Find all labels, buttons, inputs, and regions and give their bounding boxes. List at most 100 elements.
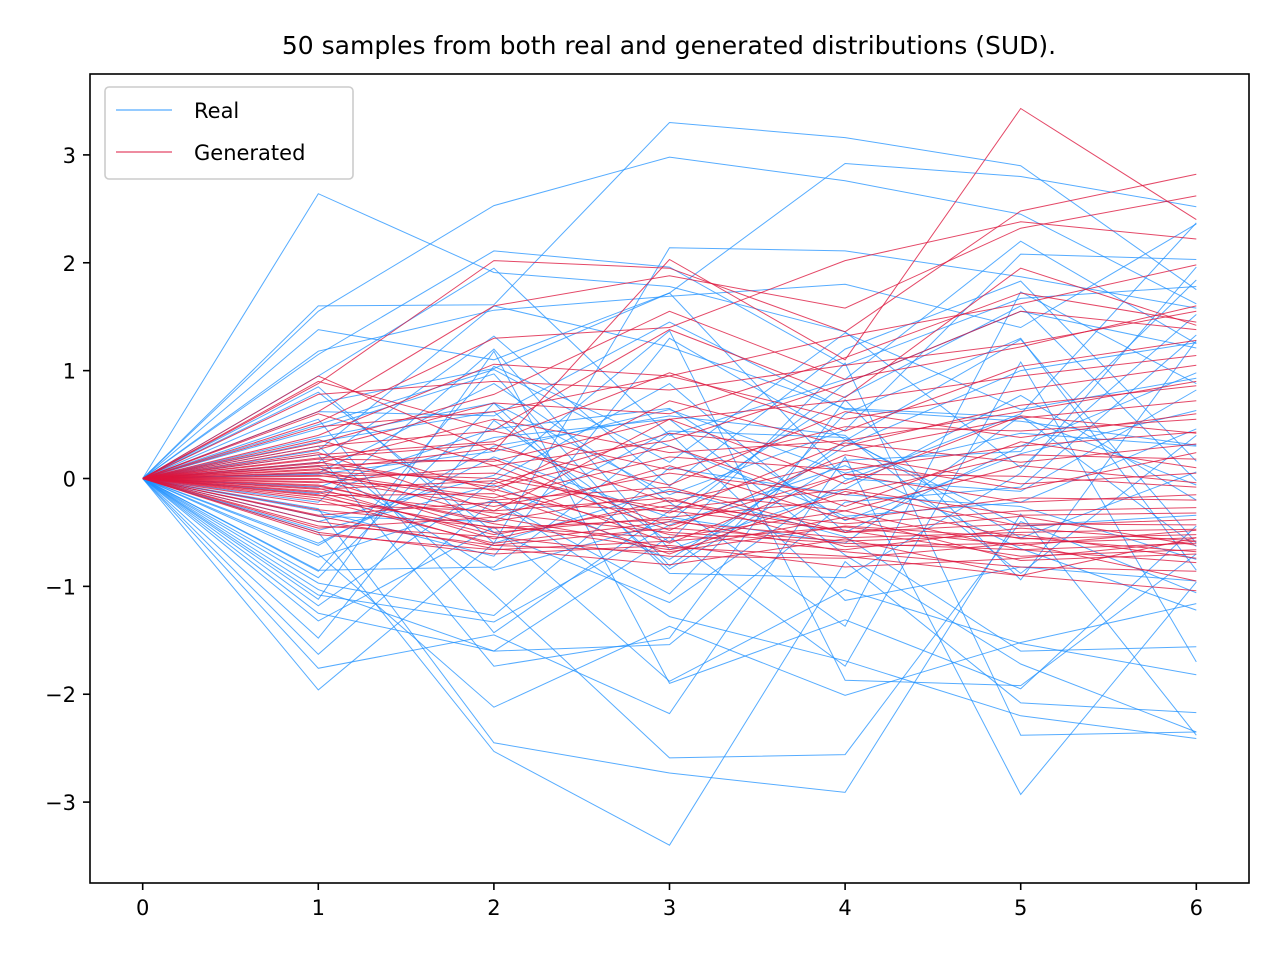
x-tick-label: 1: [312, 896, 325, 920]
real-sample-line-42: [142, 222, 1197, 604]
generated-sample-line-37: [142, 458, 1197, 527]
generated-sample-line-6: [142, 305, 1197, 479]
legend: Real Generated: [104, 86, 354, 180]
generated-sample-line-43: [142, 478, 1197, 562]
x-tick-label: 3: [663, 896, 676, 920]
generated-sample-line-15: [142, 454, 1197, 508]
generated-sample-line-2: [142, 173, 1197, 479]
real-sample-line-23: [142, 467, 1197, 617]
real-sample-line-39: [142, 340, 1197, 667]
generated-sample-line-20: [142, 478, 1197, 555]
real-sample-line-46: [142, 415, 1197, 575]
generated-sample-line-12: [142, 411, 1197, 486]
real-sample-line-35: [142, 478, 1197, 708]
real-sample-line-31: [142, 455, 1197, 796]
generated-sample-line-40: [142, 474, 1197, 533]
generated-sample-line-1: [142, 107, 1197, 479]
x-tick-label: 5: [1014, 896, 1027, 920]
generated-sample-line-30: [142, 310, 1197, 479]
legend-label-generated: Generated: [194, 141, 305, 165]
real-sample-line-22: [142, 266, 1197, 579]
y-tick-label: 2: [63, 252, 76, 276]
generated-sample-line-46: [142, 478, 1197, 553]
generated-sample-line-36: [142, 441, 1197, 508]
real-sample-line-25: [142, 465, 1197, 623]
generated-sample-line-3: [142, 195, 1197, 479]
real-sample-line-26: [142, 350, 1197, 690]
x-tick-label: 6: [1190, 896, 1203, 920]
generated-sample-line-50: [142, 478, 1197, 568]
real-sample-line-3: [142, 156, 1197, 479]
real-sample-line-29: [142, 362, 1197, 736]
real-sample-line-14: [142, 408, 1197, 479]
real-sample-line-12: [142, 305, 1197, 486]
real-sample-line-24: [142, 361, 1197, 667]
real-sample-line-8: [142, 247, 1197, 544]
x-tick-label: 2: [487, 896, 500, 920]
generated-sample-line-42: [142, 478, 1197, 551]
generated-sample-line-45: [142, 478, 1197, 564]
generated-sample-line-35: [142, 443, 1197, 503]
y-tick-label: 0: [63, 468, 76, 492]
real-sample-line-18: [142, 342, 1197, 560]
generated-sample-line-14: [142, 442, 1197, 514]
generated-series-group: [142, 107, 1197, 592]
generated-sample-line-7: [142, 292, 1197, 479]
real-sample-line-1: [142, 193, 1197, 479]
generated-sample-line-47: [142, 478, 1197, 572]
real-sample-line-28: [142, 478, 1197, 682]
generated-sample-line-28: [142, 267, 1197, 479]
x-tick-label: 4: [838, 896, 851, 920]
generated-sample-line-10: [142, 380, 1197, 479]
chart-title: 50 samples from both real and generated …: [282, 31, 1056, 60]
real-sample-line-33: [142, 478, 1197, 846]
generated-sample-line-18: [142, 473, 1197, 544]
generated-sample-line-24: [142, 478, 1197, 557]
real-sample-line-49: [142, 291, 1197, 628]
y-tick-label: −1: [45, 575, 76, 599]
generated-sample-line-25: [142, 478, 1197, 559]
generated-sample-line-27: [142, 478, 1197, 551]
generated-sample-line-29: [142, 310, 1197, 479]
generated-sample-line-4: [142, 221, 1197, 479]
generated-sample-line-38: [142, 465, 1197, 521]
real-sample-line-40: [142, 292, 1197, 492]
real-sample-line-2: [142, 121, 1197, 479]
generated-sample-line-8: [142, 339, 1197, 479]
y-axis: −3 −2 −1 0 1 2 3: [45, 144, 90, 815]
generated-sample-line-39: [142, 471, 1197, 516]
generated-sample-line-41: [142, 478, 1197, 540]
generated-sample-line-13: [142, 431, 1197, 499]
y-tick-label: −2: [45, 683, 76, 707]
generated-sample-line-32: [142, 385, 1197, 492]
y-tick-label: 3: [63, 144, 76, 168]
generated-sample-line-34: [142, 415, 1197, 512]
real-sample-line-15: [142, 407, 1197, 522]
y-tick-label: −3: [45, 791, 76, 815]
generated-sample-line-21: [142, 478, 1197, 544]
real-sample-line-47: [142, 279, 1197, 570]
real-sample-line-27: [142, 334, 1197, 652]
real-sample-line-5: [142, 223, 1197, 479]
generated-sample-line-16: [142, 454, 1197, 531]
generated-sample-line-44: [142, 478, 1197, 546]
real-sample-line-10: [142, 332, 1197, 479]
x-axis: 0 1 2 3 4 5 6: [136, 883, 1203, 920]
real-sample-line-11: [142, 253, 1197, 496]
real-sample-line-44: [142, 365, 1197, 572]
legend-label-real: Real: [194, 99, 239, 123]
generated-sample-line-49: [142, 478, 1197, 582]
y-tick-label: 1: [63, 360, 76, 384]
generated-sample-line-17: [142, 465, 1197, 523]
real-sample-line-37: [142, 338, 1197, 567]
real-sample-line-30: [142, 478, 1197, 739]
generated-sample-line-11: [142, 400, 1197, 485]
generated-sample-line-19: [142, 478, 1197, 536]
real-sample-line-20: [142, 337, 1197, 595]
real-sample-line-34: [142, 478, 1197, 793]
real-sample-line-32: [142, 478, 1197, 691]
generated-sample-line-33: [142, 418, 1197, 479]
generated-sample-line-31: [142, 364, 1197, 479]
generated-sample-line-48: [142, 478, 1197, 592]
